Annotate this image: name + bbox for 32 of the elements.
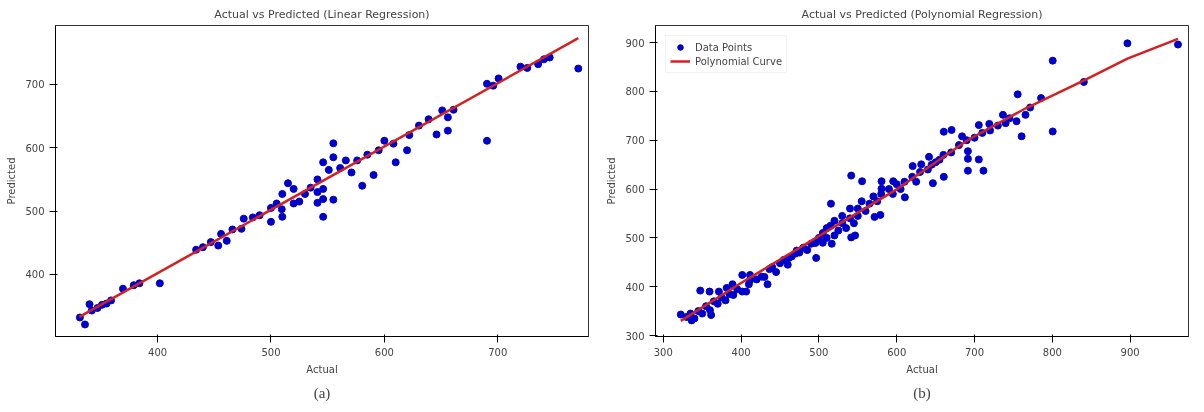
y-tick-label: 700 [25, 79, 45, 91]
text: (b) [913, 384, 931, 402]
x-tick-label: 700 [964, 346, 985, 358]
y-axis-title: Predicted [6, 157, 18, 205]
x-tick-label: 600 [887, 346, 907, 358]
x-tick-label: 500 [261, 346, 281, 358]
x-tick-label: 400 [731, 346, 751, 358]
x-tick-label: 600 [374, 346, 394, 358]
y-tick-label: 400 [25, 269, 45, 281]
y-tick-label: 600 [625, 184, 645, 196]
y-tick-label: 400 [625, 281, 645, 293]
y-tick-label: 300 [625, 330, 645, 342]
x-tick-label: 800 [1042, 346, 1062, 358]
x-tick-label: 400 [148, 346, 168, 358]
x-tick-label: 300 [653, 346, 673, 358]
x-axis-title: Actual [906, 363, 938, 375]
x-tick-label: 900 [1120, 346, 1140, 358]
y-tick-label: 500 [25, 206, 45, 218]
x-axis-title: Actual [306, 363, 338, 375]
x-tick-label: 500 [809, 346, 829, 358]
text: (a) [313, 384, 331, 402]
y-tick-label: 800 [625, 86, 645, 98]
y-tick-label: 500 [625, 232, 645, 244]
chart-title: Actual vs Predicted (Polynomial Regression) [801, 7, 1043, 21]
y-axis-title: Predicted [606, 157, 618, 205]
x-tick-label: 700 [488, 346, 508, 358]
y-tick-label: 900 [625, 37, 645, 49]
y-tick-label: 600 [25, 142, 45, 154]
legend-label: Polynomial Curve [695, 54, 783, 68]
chart-title: Actual vs Predicted (Linear Regression) [214, 7, 430, 21]
legend-label: Data Points [695, 40, 753, 54]
y-tick-label: 700 [625, 135, 645, 147]
